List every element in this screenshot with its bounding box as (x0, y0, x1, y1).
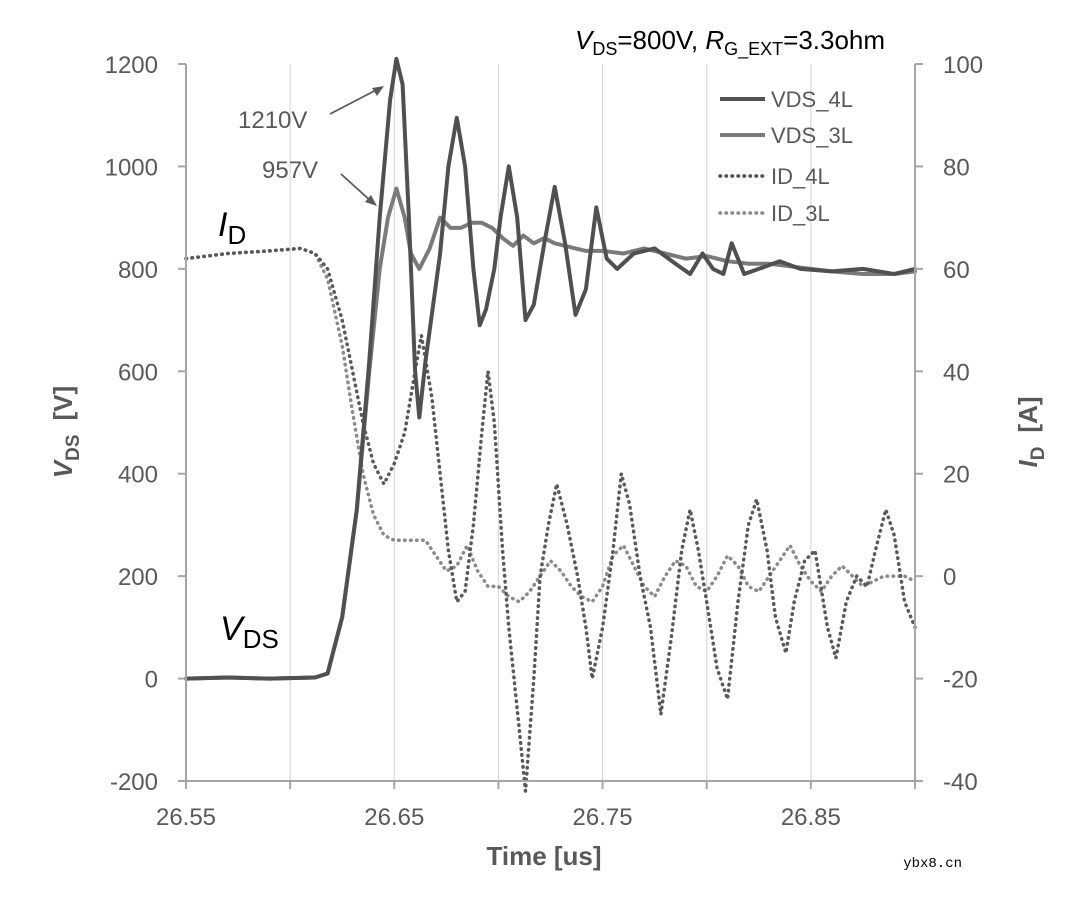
legend: VDS_4L VDS_3L ID_4L ID_3L (718, 87, 853, 226)
y-right-tick-label: -40 (943, 769, 978, 796)
series-line-vds-3l (184, 186, 917, 681)
axes (185, 64, 916, 782)
x-tick-label: 26.85 (781, 804, 841, 831)
trace-label-vds: VDS (220, 610, 279, 654)
x-tick-label: 26.75 (573, 804, 633, 831)
y-right-tick-label: 80 (943, 154, 970, 181)
y-left-tick-labels: -200 0 200 400 600 800 1000 1200 (105, 52, 186, 796)
y-left-tick-label: 1000 (105, 154, 158, 181)
series-layer (184, 56, 917, 793)
y-right-tick-label: -20 (943, 667, 978, 694)
annotation-arrowhead-1210v (372, 86, 384, 96)
y-left-tick-label: -200 (110, 769, 158, 796)
annotation-arrow-1210v (329, 87, 381, 115)
annotation-1210v: 1210V (238, 107, 307, 134)
y-right-axis-title: ID[A] (1013, 396, 1049, 467)
annotation-957v: 957V (262, 157, 318, 184)
y-left-tick-label: 1200 (105, 52, 158, 79)
y-right-tick-label: 40 (943, 359, 970, 386)
y-left-tick-label: 200 (118, 564, 158, 591)
x-tick-label: 26.65 (364, 804, 424, 831)
y-left-axis-title: VDS[V] (48, 386, 84, 478)
series-line-id-3l (184, 246, 917, 604)
y-right-tick-label: 60 (943, 257, 970, 284)
trace-label-id: ID (218, 206, 246, 250)
legend-label-id-3l: ID_3L (771, 201, 830, 226)
legend-label-id-4l: ID_4L (771, 164, 830, 189)
series-line-id-4l (184, 246, 917, 793)
y-left-tick-label: 800 (118, 257, 158, 284)
chart-title: VDS=800V, RG_EXT=3.3ohm (575, 25, 885, 60)
watermark: ybx8.cn (903, 856, 962, 872)
x-axis-title: Time [us] (486, 841, 601, 871)
series-line-vds-4l (184, 56, 917, 681)
x-tick-labels: 26.55 26.65 26.75 26.85 (156, 781, 916, 831)
y-right-tick-label: 0 (943, 564, 956, 591)
gridlines (185, 64, 916, 781)
legend-label-vds-4l: VDS_4L (771, 87, 853, 112)
y-right-tick-label: 20 (943, 462, 970, 489)
x-tick-label: 26.55 (156, 804, 216, 831)
y-right-tick-label: 100 (943, 52, 983, 79)
legend-label-vds-3l: VDS_3L (771, 123, 853, 148)
y-left-tick-label: 600 (118, 359, 158, 386)
y-right-tick-labels: -40 -20 0 20 40 60 80 100 (915, 52, 983, 796)
annotation-arrow-957v (340, 173, 374, 204)
y-left-tick-label: 0 (145, 667, 158, 694)
y-left-tick-label: 400 (118, 462, 158, 489)
annotation-arrowhead-957v (365, 195, 377, 206)
